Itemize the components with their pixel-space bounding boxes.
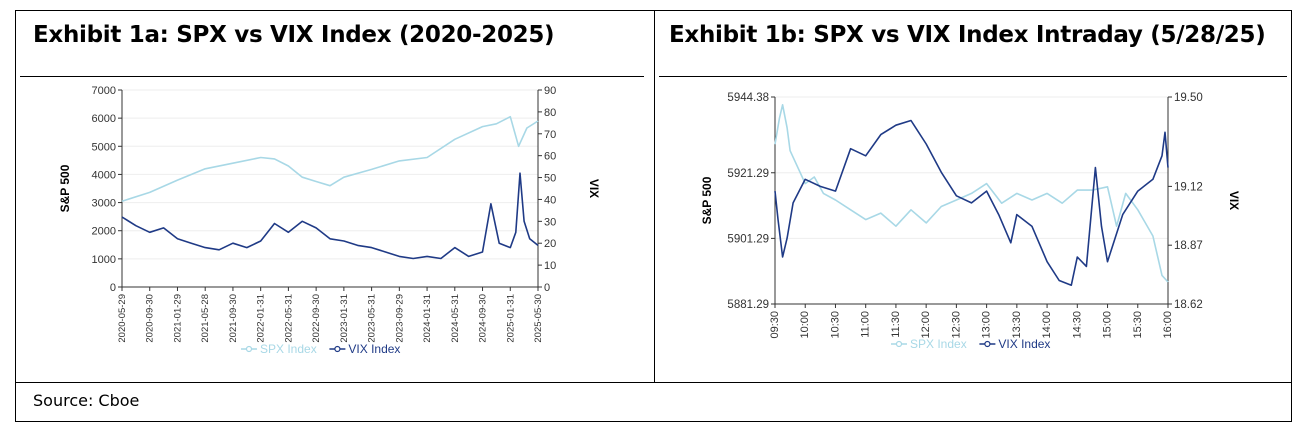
exhibit-1a-x-tick-label: 2023-01-31 — [339, 294, 350, 343]
exhibit-1a-x-tick-label: 2023-05-31 — [367, 294, 378, 343]
exhibit-1a-left-tick-label: 0 — [110, 282, 116, 294]
exhibit-1a-rule — [20, 76, 644, 77]
exhibit-1a-y-axis-title: S&P 500 — [58, 164, 72, 212]
exhibit-1b-x-tick-label: 16:00 — [1162, 311, 1174, 339]
exhibit-1a-x-tick-label: 2023-09-29 — [394, 294, 405, 343]
exhibit-1a-left-tick-label: 4000 — [92, 169, 116, 181]
exhibit-1b-x-tick-label: 12:00 — [920, 311, 932, 339]
exhibit-1b-x-tick-label: 11:30 — [890, 311, 902, 338]
exhibit-frame — [15, 10, 1292, 422]
exhibit-1b-right-tick-label: 18.87 — [1174, 240, 1203, 252]
exhibit-1b-x-tick-label: 11:00 — [860, 311, 872, 338]
exhibit-1a-left-tick-label: 3000 — [92, 198, 116, 210]
exhibit-1b-x-tick-label: 13:30 — [1011, 311, 1023, 339]
exhibit-1b-right-tick-label: 18.62 — [1174, 299, 1203, 311]
exhibit-1a-right-tick-label: 30 — [544, 216, 556, 228]
exhibit-1a-right-tick-label: 50 — [544, 173, 556, 185]
exhibit-1a-right-tick-label: 80 — [544, 107, 556, 119]
exhibit-1a-right-tick-label: 90 — [544, 85, 556, 97]
exhibit-1a-left-tick-label: 5000 — [92, 141, 116, 153]
exhibit-1b-x-tick-label: 14:30 — [1071, 311, 1083, 339]
exhibit-1b-title: Exhibit 1b: SPX vs VIX Index Intraday (5… — [669, 22, 1266, 48]
exhibit-1a-right-tick-label: 40 — [544, 194, 556, 206]
exhibit-1a-x-tick-label: 2021-05-28 — [200, 294, 211, 343]
exhibit-1b-left-tick-label: 5881.29 — [727, 299, 769, 311]
exhibit-1a-x-tick-label: 2021-01-29 — [172, 294, 183, 343]
exhibit-1a-left-tick-label: 6000 — [92, 113, 116, 125]
exhibit-1b-x-tick-label: 13:00 — [981, 311, 993, 339]
exhibit-1b-y-axis-title: S&P 500 — [700, 176, 714, 224]
exhibit-1a-x-tick-label: 2025-05-30 — [533, 294, 544, 343]
exhibit-1a-x-tick-label: 2024-09-30 — [478, 294, 489, 343]
exhibit-1b-left-tick-label: 5901.29 — [727, 233, 769, 245]
exhibit-1a-title: Exhibit 1a: SPX vs VIX Index (2020-2025) — [33, 22, 555, 48]
exhibit-1a-y2-axis-title: VIX — [587, 179, 601, 198]
exhibit-1a-x-tick-label: 2020-05-29 — [117, 294, 128, 343]
exhibit-1b-x-tick-label: 10:30 — [829, 311, 841, 339]
source-divider — [15, 382, 1292, 383]
exhibit-1a-right-tick-label: 60 — [544, 151, 556, 163]
exhibit-1a-x-tick-label: 2020-09-30 — [145, 294, 156, 343]
exhibit-1a-left-tick-label: 2000 — [92, 226, 116, 238]
exhibit-1a-right-tick-label: 20 — [544, 238, 556, 250]
exhibit-1b-legend-vix-label: VIX Index — [998, 337, 1050, 351]
exhibit-1a-x-tick-label: 2024-01-31 — [422, 294, 433, 343]
exhibit-1b-y2-axis-title: VIX — [1227, 191, 1241, 210]
exhibit-1b-legend-spx-label: SPX Index — [910, 337, 967, 351]
exhibit-1b-x-tick-label: 09:30 — [769, 311, 781, 339]
exhibit-1b-chart: 5881.29 5901.29 5921.29 5944.38 18.62 18.87 19… — [700, 92, 1241, 351]
exhibit-1a-chart: 0 1000 2000 3000 4000 5000 6000 7000 0 10 20 30 40 50… — [58, 85, 601, 356]
exhibit-1b-legend-vix-marker — [984, 340, 991, 348]
exhibit-1a-x-tick-label: 2024-05-31 — [450, 294, 461, 343]
exhibit-1a-legend-vix-label: VIX Index — [348, 342, 400, 356]
exhibit-1a-right-tick-label: 10 — [544, 260, 556, 272]
exhibit-1a-x-tick-label: 2022-01-31 — [256, 294, 267, 343]
exhibit-1b-legend-spx-marker — [895, 340, 903, 348]
exhibit-1a-legend-spx-marker — [245, 345, 253, 353]
exhibit-1a-vix-series-line — [121, 172, 539, 260]
column-divider — [654, 10, 655, 382]
exhibit-1a-legend-spx-label: SPX Index — [260, 342, 317, 356]
exhibit-1b-x-tick-label: 15:30 — [1132, 311, 1144, 339]
exhibit-1a-left-tick-label: 1000 — [92, 254, 116, 266]
source-note: Source: Cboe — [33, 391, 140, 410]
exhibit-1b-vix-series-line — [774, 119, 1169, 286]
exhibit-1a-right-tick-label: 70 — [544, 129, 556, 141]
exhibit-1a-legend-vix-marker — [334, 345, 341, 353]
exhibit-1b-x-tick-label: 12:30 — [950, 311, 962, 339]
exhibit-1b-right-tick-label: 19.12 — [1174, 181, 1203, 193]
exhibit-1b-x-tick-label: 15:00 — [1102, 311, 1114, 339]
exhibit-1b-x-tick-label: 10:00 — [799, 311, 811, 339]
exhibit-1b-x-tick-label: 14:00 — [1041, 311, 1053, 339]
exhibit-1b-right-tick-label: 19.50 — [1174, 92, 1203, 104]
exhibit-1a-spx-series-line — [121, 115, 539, 202]
exhibit-1b-left-tick-label: 5921.29 — [727, 168, 769, 180]
exhibit-1a-x-tick-label: 2021-09-30 — [228, 294, 239, 343]
exhibit-1b-rule — [659, 76, 1287, 77]
exhibit-1a-x-tick-label: 2022-05-31 — [283, 294, 294, 343]
exhibit-1b-spx-series-line — [774, 103, 1169, 283]
exhibit-1a-right-tick-label: 0 — [544, 282, 550, 294]
exhibit-1a-left-tick-label: 7000 — [92, 85, 116, 97]
exhibit-1a-x-tick-label: 2025-01-31 — [505, 294, 516, 343]
exhibit-1b-left-tick-label: 5944.38 — [727, 92, 769, 104]
exhibit-1a-x-tick-label: 2022-09-30 — [311, 294, 322, 343]
